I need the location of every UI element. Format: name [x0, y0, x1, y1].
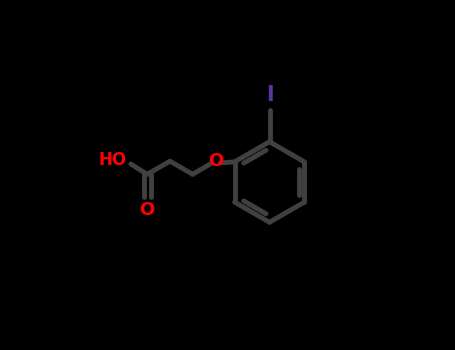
Text: O: O [208, 152, 223, 170]
Text: HO: HO [98, 151, 126, 169]
Text: I: I [266, 85, 273, 105]
Text: O: O [140, 201, 155, 219]
